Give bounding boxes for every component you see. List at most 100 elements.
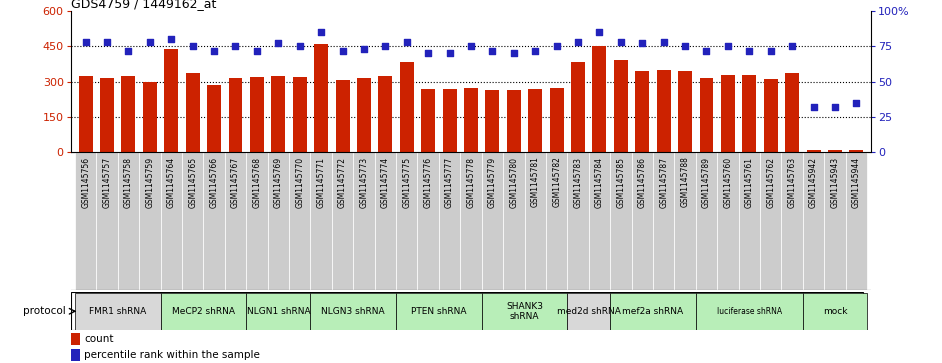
Bar bbox=[96, 152, 118, 290]
Bar bbox=[589, 152, 610, 290]
Text: GSM1145784: GSM1145784 bbox=[595, 156, 604, 208]
Point bbox=[186, 44, 201, 49]
Point bbox=[270, 41, 285, 46]
Point bbox=[785, 44, 800, 49]
Text: GSM1145788: GSM1145788 bbox=[680, 156, 690, 208]
Text: GSM1145783: GSM1145783 bbox=[574, 156, 582, 208]
Bar bbox=[75, 293, 160, 330]
Bar bbox=[375, 152, 396, 290]
Bar bbox=[311, 293, 396, 330]
Point bbox=[228, 44, 243, 49]
Text: GSM1145777: GSM1145777 bbox=[445, 156, 454, 208]
Bar bbox=[764, 79, 778, 152]
Point bbox=[699, 48, 714, 53]
Point bbox=[250, 48, 265, 53]
Bar bbox=[760, 152, 782, 290]
Bar bbox=[481, 293, 567, 330]
Bar bbox=[742, 74, 756, 152]
Text: GSM1145761: GSM1145761 bbox=[745, 156, 754, 208]
Bar bbox=[782, 152, 803, 290]
Bar bbox=[357, 78, 371, 152]
Bar bbox=[246, 152, 268, 290]
Bar bbox=[315, 44, 328, 152]
Bar bbox=[567, 293, 610, 330]
Point bbox=[763, 48, 778, 53]
Bar bbox=[696, 152, 717, 290]
Text: GSM1145944: GSM1145944 bbox=[852, 156, 861, 208]
Bar bbox=[399, 62, 414, 152]
Point bbox=[335, 48, 350, 53]
Bar bbox=[528, 89, 543, 152]
Bar bbox=[379, 76, 392, 152]
Text: luciferase shRNA: luciferase shRNA bbox=[717, 307, 782, 316]
Point bbox=[164, 36, 179, 42]
Bar bbox=[850, 150, 863, 152]
Point bbox=[849, 100, 864, 106]
Bar bbox=[72, 333, 80, 345]
Text: GSM1145760: GSM1145760 bbox=[723, 156, 733, 208]
Bar bbox=[332, 152, 353, 290]
Text: GSM1145772: GSM1145772 bbox=[338, 156, 347, 208]
Bar bbox=[464, 87, 478, 152]
Bar bbox=[439, 152, 461, 290]
Point bbox=[571, 39, 586, 45]
Bar bbox=[396, 152, 417, 290]
Text: PTEN shRNA: PTEN shRNA bbox=[411, 307, 466, 316]
Text: mef2a shRNA: mef2a shRNA bbox=[623, 307, 684, 316]
Text: GSM1145773: GSM1145773 bbox=[360, 156, 368, 208]
Bar bbox=[421, 89, 435, 152]
Bar bbox=[674, 152, 696, 290]
Bar bbox=[546, 152, 567, 290]
Point bbox=[613, 39, 628, 45]
Text: GSM1145942: GSM1145942 bbox=[809, 156, 818, 208]
Point bbox=[592, 29, 607, 35]
Bar bbox=[717, 152, 739, 290]
Text: NLGN3 shRNA: NLGN3 shRNA bbox=[321, 307, 385, 316]
Bar bbox=[289, 152, 311, 290]
Bar bbox=[443, 89, 457, 152]
Text: GSM1145770: GSM1145770 bbox=[295, 156, 304, 208]
Text: protocol: protocol bbox=[24, 306, 66, 316]
Bar bbox=[485, 90, 499, 152]
Bar bbox=[122, 76, 136, 152]
Text: GSM1145780: GSM1145780 bbox=[510, 156, 518, 208]
Text: GSM1145769: GSM1145769 bbox=[274, 156, 283, 208]
Point bbox=[78, 39, 93, 45]
Bar bbox=[79, 76, 92, 152]
Text: GSM1145785: GSM1145785 bbox=[616, 156, 625, 208]
Point bbox=[485, 48, 500, 53]
Bar bbox=[610, 152, 631, 290]
Text: GSM1145762: GSM1145762 bbox=[766, 156, 775, 208]
Text: GSM1145775: GSM1145775 bbox=[402, 156, 412, 208]
Point bbox=[142, 39, 157, 45]
Bar bbox=[293, 77, 307, 152]
Text: NLGN1 shRNA: NLGN1 shRNA bbox=[247, 307, 310, 316]
Bar bbox=[824, 152, 846, 290]
Bar bbox=[696, 293, 803, 330]
Bar bbox=[631, 152, 653, 290]
Point bbox=[721, 44, 736, 49]
Bar bbox=[164, 49, 178, 152]
Bar bbox=[653, 152, 674, 290]
Text: GSM1145763: GSM1145763 bbox=[788, 156, 797, 208]
Text: count: count bbox=[84, 334, 114, 344]
Point bbox=[635, 41, 650, 46]
Text: GSM1145787: GSM1145787 bbox=[659, 156, 668, 208]
Point bbox=[506, 50, 521, 56]
Text: GSM1145768: GSM1145768 bbox=[252, 156, 262, 208]
Bar bbox=[550, 87, 563, 152]
Text: GSM1145782: GSM1145782 bbox=[552, 156, 561, 208]
Text: GSM1145786: GSM1145786 bbox=[638, 156, 647, 208]
Bar bbox=[203, 152, 225, 290]
Point bbox=[399, 39, 414, 45]
Bar bbox=[635, 71, 649, 152]
Text: GSM1145764: GSM1145764 bbox=[167, 156, 176, 208]
Point bbox=[378, 44, 393, 49]
Point bbox=[356, 46, 371, 52]
Bar bbox=[503, 152, 525, 290]
Text: GSM1145789: GSM1145789 bbox=[702, 156, 711, 208]
Bar bbox=[721, 74, 735, 152]
Bar bbox=[610, 293, 696, 330]
Point bbox=[806, 104, 821, 110]
Bar bbox=[593, 46, 607, 152]
